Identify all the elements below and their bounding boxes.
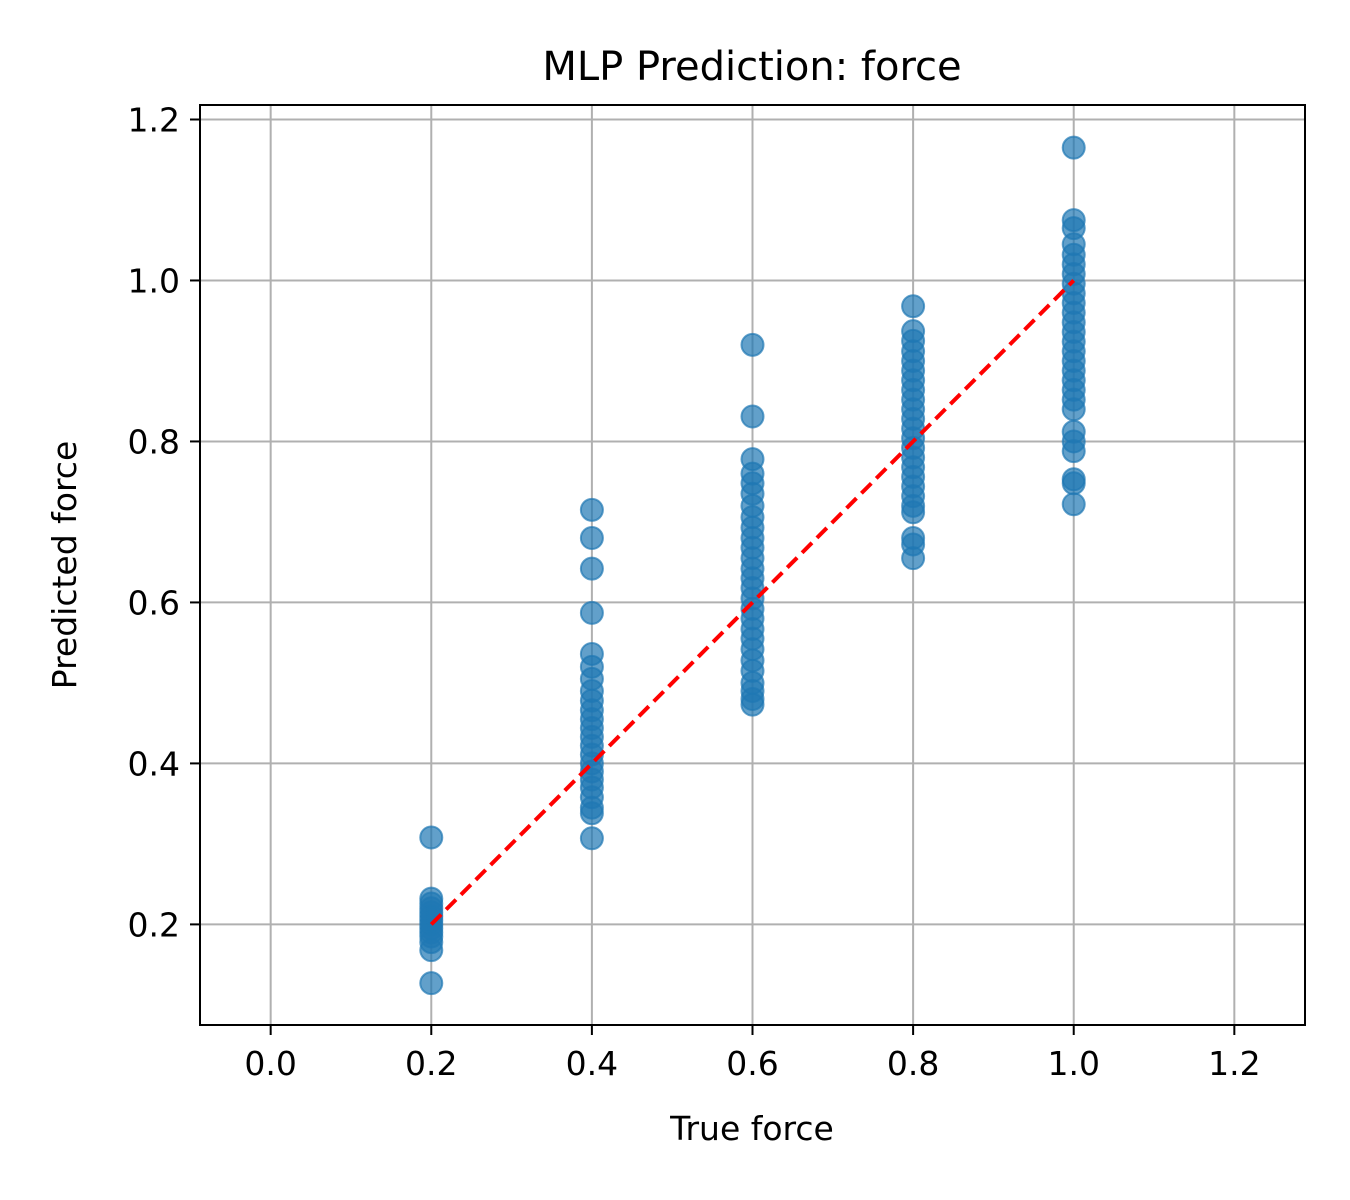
data-point xyxy=(1061,492,1086,517)
data-point xyxy=(901,500,926,525)
data-point xyxy=(740,404,765,429)
x-axis-ticks: 0.0 0.2 0.4 0.6 0.8 1.0 1.2 xyxy=(244,1025,1261,1083)
data-point xyxy=(419,825,444,850)
y-axis-title: Predicted force xyxy=(45,441,84,690)
data-point xyxy=(1061,439,1086,464)
reference-line-group xyxy=(429,279,1076,926)
data-point xyxy=(740,332,765,357)
x-tick-label: 0.8 xyxy=(887,1044,939,1083)
data-point xyxy=(901,294,926,319)
data-point xyxy=(419,971,444,996)
data-point xyxy=(1061,397,1086,422)
data-point xyxy=(579,801,604,826)
x-axis-title: True force xyxy=(669,1109,834,1148)
x-tick-label: 0.2 xyxy=(405,1044,457,1083)
data-point xyxy=(579,526,604,551)
data-point xyxy=(419,938,444,963)
data-points xyxy=(419,135,1086,996)
data-point xyxy=(1061,471,1086,496)
y-tick-label: 0.4 xyxy=(128,744,180,783)
y-tick-label: 0.8 xyxy=(128,422,180,461)
data-point xyxy=(740,692,765,717)
y-tick-label: 1.0 xyxy=(128,261,180,300)
x-tick-label: 1.0 xyxy=(1047,1044,1099,1083)
data-point xyxy=(579,826,604,851)
x-tick-label: 0.0 xyxy=(244,1044,296,1083)
y-tick-label: 1.2 xyxy=(128,100,180,139)
x-tick-label: 0.4 xyxy=(566,1044,618,1083)
y-tick-label: 0.2 xyxy=(128,905,180,944)
data-point xyxy=(901,546,926,571)
data-point xyxy=(579,556,604,581)
data-point xyxy=(579,497,604,522)
y-axis-ticks: 0.2 0.4 0.6 0.8 1.0 1.2 xyxy=(128,100,200,944)
x-tick-label: 0.6 xyxy=(726,1044,778,1083)
y-tick-label: 0.6 xyxy=(128,583,180,622)
chart-title: MLP Prediction: force xyxy=(542,44,961,90)
data-point xyxy=(1061,135,1086,160)
reference-line xyxy=(429,279,1076,926)
x-tick-label: 1.2 xyxy=(1208,1044,1260,1083)
data-point xyxy=(579,600,604,625)
